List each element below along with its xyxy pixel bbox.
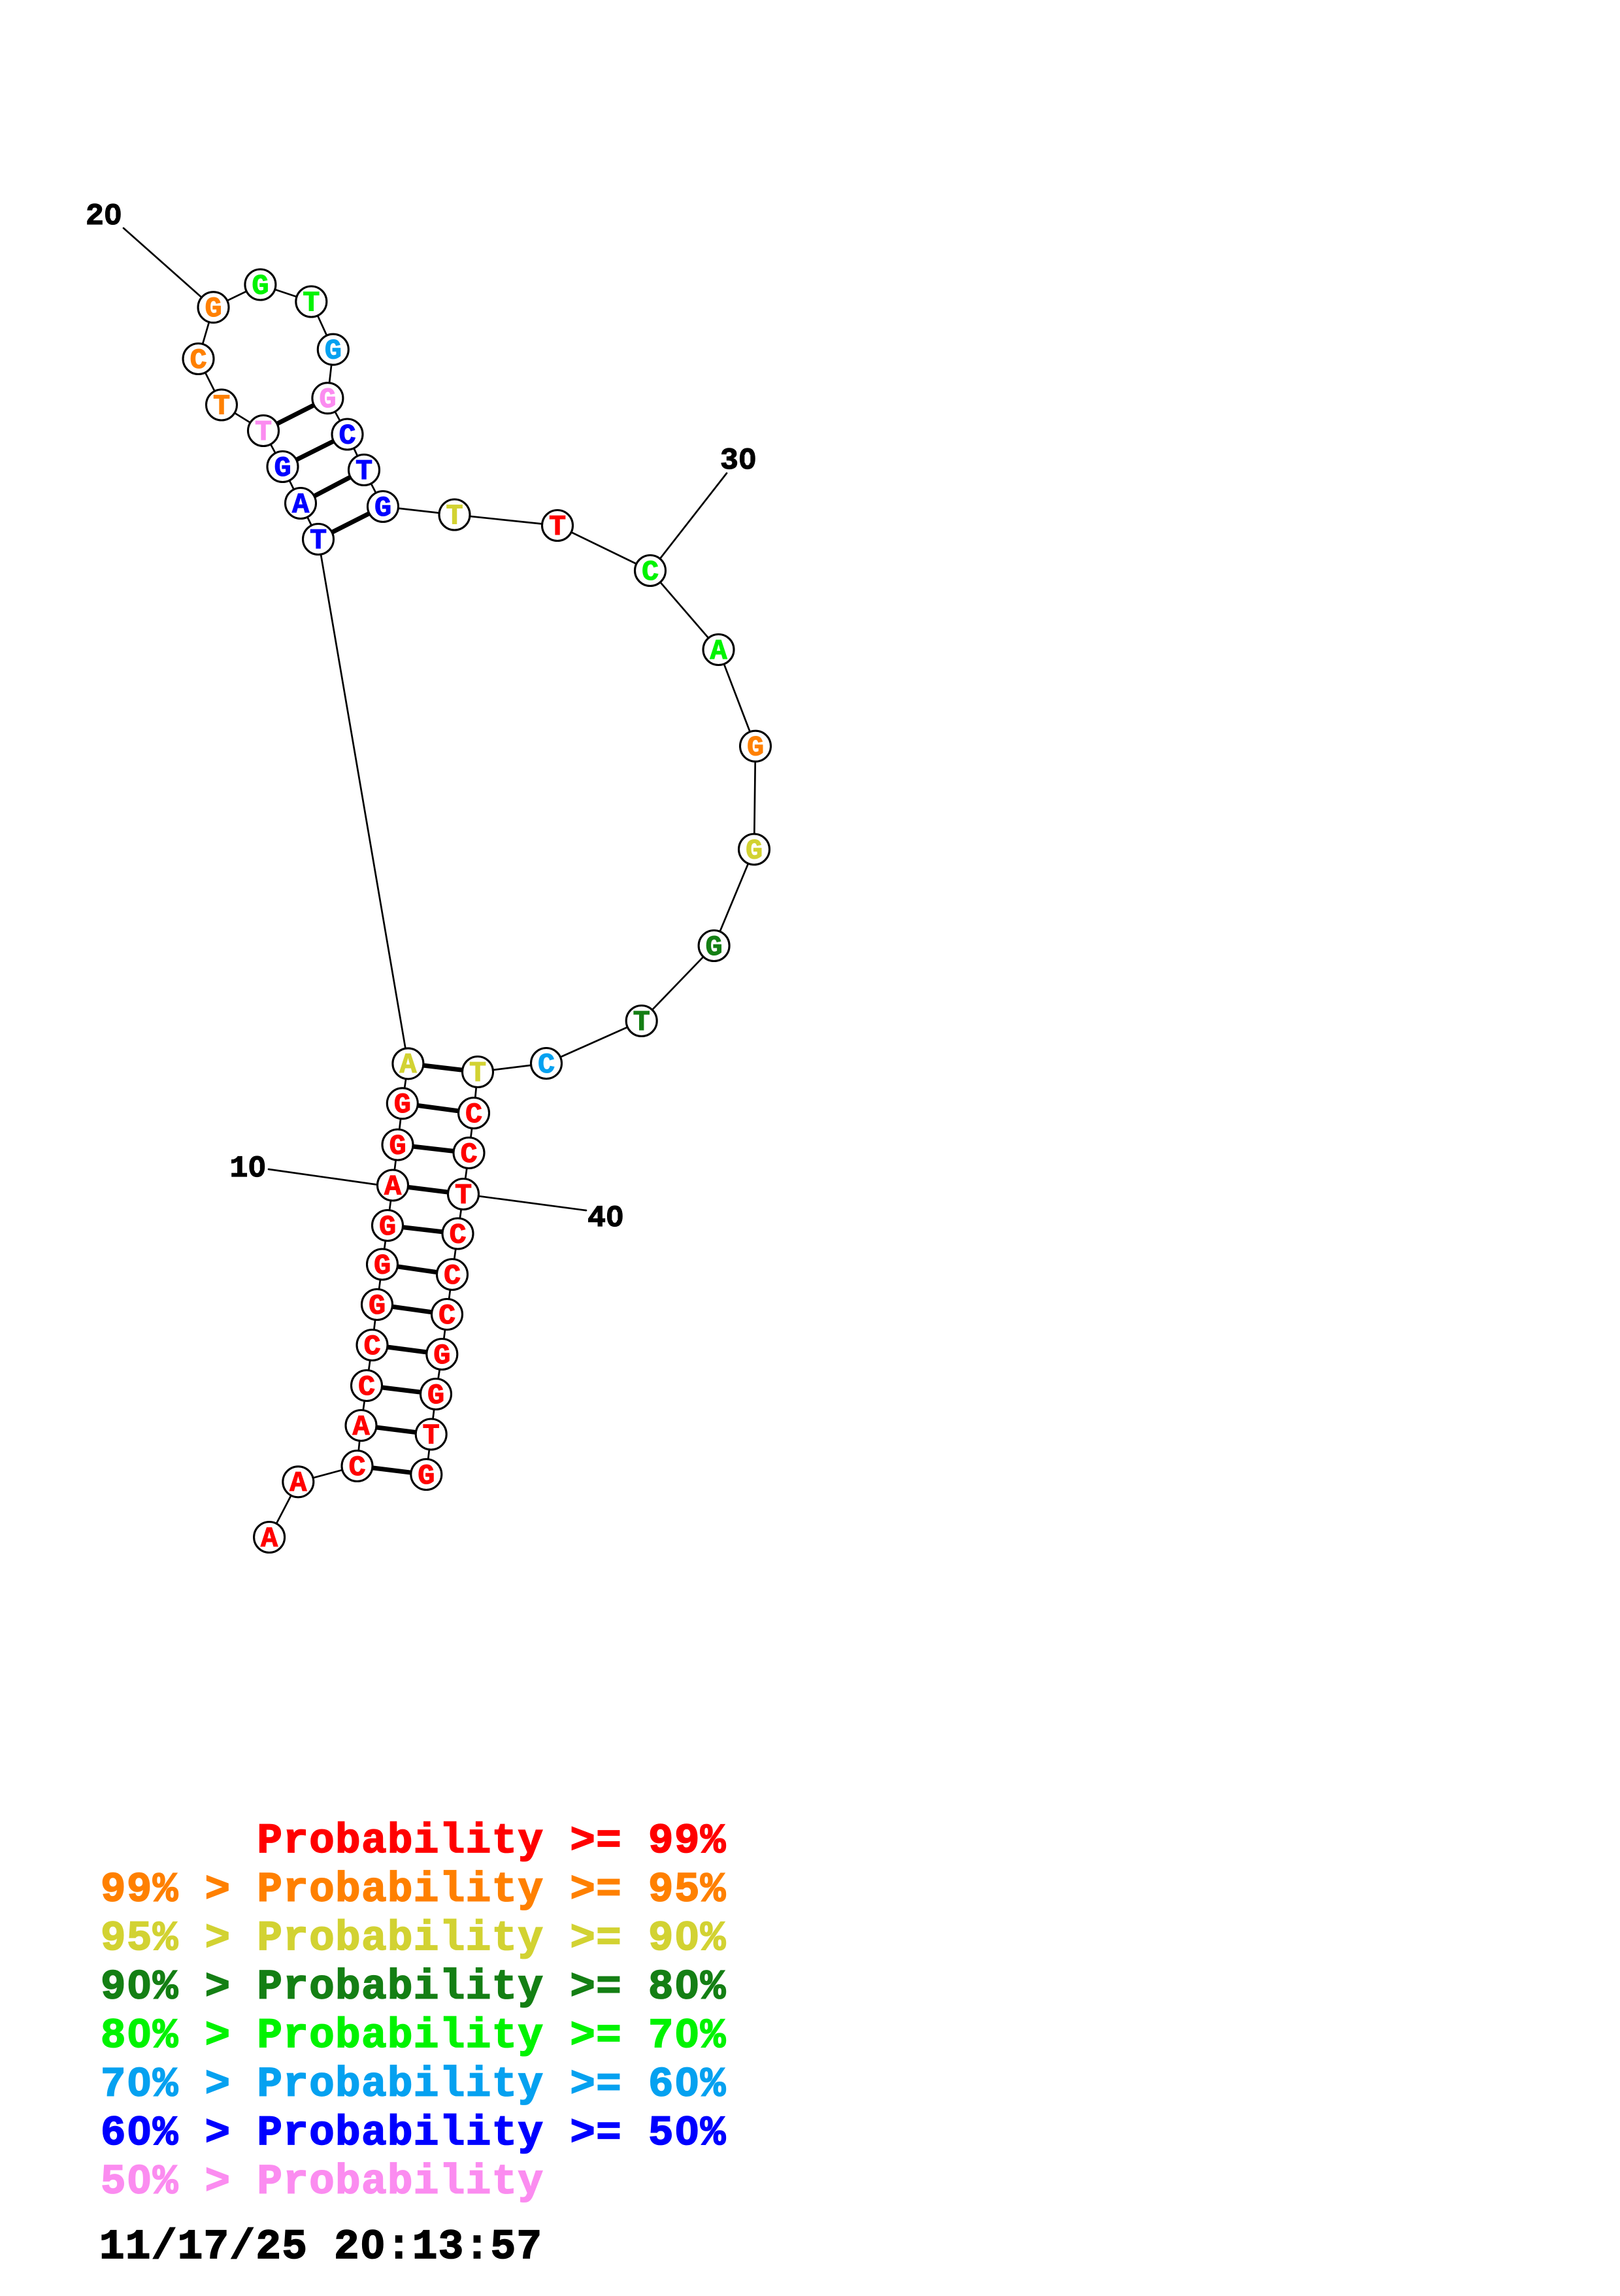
svg-text:A: A: [710, 636, 727, 668]
svg-text:11/17/25 20:13:57: 11/17/25 20:13:57: [99, 2224, 542, 2271]
svg-text:99% > Probability >= 95%: 99% > Probability >= 95%: [101, 1867, 727, 1914]
svg-text:90% > Probability >= 80%: 90% > Probability >= 80%: [101, 1965, 727, 2012]
svg-text:C: C: [363, 1331, 380, 1363]
svg-text:G: G: [433, 1340, 450, 1373]
svg-text:T: T: [469, 1058, 486, 1090]
svg-text:T: T: [455, 1180, 472, 1212]
svg-text:G: G: [274, 453, 291, 485]
svg-text:T: T: [303, 288, 320, 320]
svg-text:G: G: [369, 1291, 386, 1323]
svg-text:C: C: [449, 1220, 466, 1252]
svg-text:G: G: [374, 1250, 391, 1282]
svg-text:70% > Probability >= 60%: 70% > Probability >= 60%: [101, 2062, 727, 2109]
svg-text:T: T: [549, 512, 566, 544]
svg-text:C: C: [339, 420, 355, 452]
svg-text:T: T: [446, 501, 463, 533]
svg-text:T: T: [310, 525, 327, 557]
svg-text:G: G: [747, 732, 764, 764]
svg-text:C: C: [538, 1050, 555, 1082]
svg-text:C: C: [642, 557, 659, 589]
svg-text:20: 20: [86, 199, 122, 233]
svg-text:T: T: [633, 1007, 650, 1039]
svg-text:95% > Probability >= 90%: 95% > Probability >= 90%: [101, 1916, 727, 1963]
svg-text:G: G: [418, 1461, 435, 1493]
svg-text:50% > Probability: 50% > Probability: [101, 2159, 544, 2206]
svg-text:C: C: [465, 1099, 482, 1131]
svg-text:C: C: [438, 1301, 455, 1333]
svg-text:G: G: [706, 932, 723, 964]
svg-text:A: A: [399, 1050, 417, 1082]
svg-text:60% > Probability >= 50%: 60% > Probability >= 50%: [101, 2110, 727, 2157]
svg-text:C: C: [348, 1452, 365, 1484]
svg-text:G: G: [379, 1212, 396, 1244]
svg-text:T: T: [213, 391, 230, 423]
svg-text:30: 30: [720, 443, 757, 478]
svg-text:A: A: [289, 1468, 307, 1500]
svg-text:C: C: [460, 1139, 477, 1171]
svg-text:G: G: [325, 335, 342, 367]
svg-text:Probability >= 99%: Probability >= 99%: [101, 1818, 727, 1865]
svg-text:T: T: [355, 456, 372, 488]
svg-text:A: A: [292, 490, 310, 522]
svg-text:G: G: [427, 1380, 444, 1412]
svg-text:C: C: [444, 1261, 461, 1293]
svg-text:C: C: [190, 345, 207, 377]
svg-text:G: G: [389, 1131, 406, 1163]
svg-text:80% > Probability >= 70%: 80% > Probability >= 70%: [101, 2013, 727, 2060]
svg-text:G: G: [319, 384, 336, 416]
svg-text:C: C: [358, 1372, 375, 1404]
svg-text:G: G: [205, 293, 222, 325]
svg-text:G: G: [394, 1090, 411, 1122]
svg-text:10: 10: [230, 1151, 267, 1186]
svg-text:A: A: [352, 1412, 370, 1444]
svg-text:A: A: [261, 1523, 278, 1556]
svg-text:40: 40: [587, 1201, 624, 1235]
svg-text:G: G: [746, 835, 763, 867]
svg-text:G: G: [374, 493, 391, 525]
svg-text:A: A: [384, 1171, 402, 1203]
svg-text:T: T: [255, 417, 272, 449]
svg-text:G: G: [252, 271, 269, 303]
svg-text:T: T: [423, 1420, 440, 1452]
